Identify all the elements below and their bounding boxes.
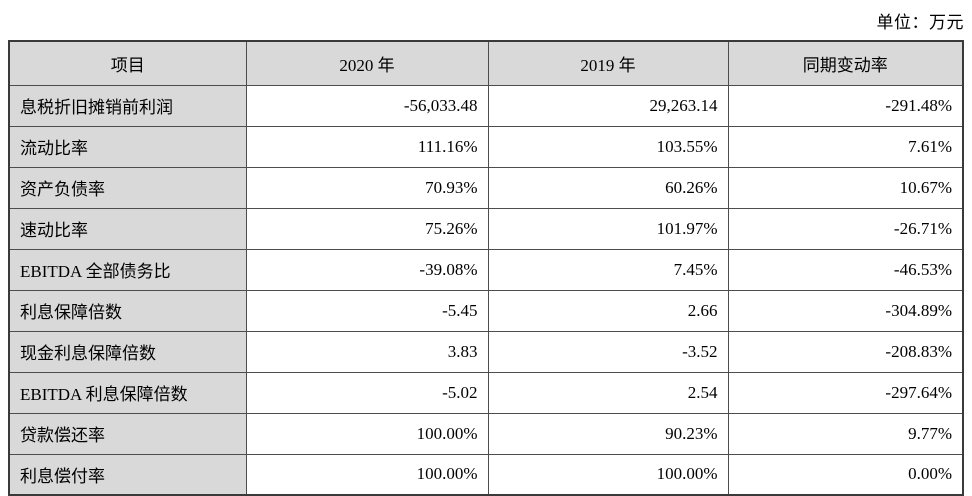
value-2019: 2.66: [487, 289, 729, 332]
value-change: 7.61%: [727, 125, 964, 168]
value-2020: 75.26%: [245, 207, 489, 250]
value-change: -208.83%: [727, 330, 964, 373]
value-2019: 90.23%: [487, 412, 729, 455]
value-change: -304.89%: [727, 289, 964, 332]
value-2019: 7.45%: [487, 248, 729, 291]
header-2020: 2020 年: [245, 40, 489, 86]
unit-label: 单位：万元: [876, 13, 964, 32]
value-2019: 60.26%: [487, 166, 729, 209]
table-row: EBITDA 利息保障倍数 -5.02 2.54 -297.64%: [8, 371, 964, 414]
value-change: -26.71%: [727, 207, 964, 250]
value-2019: 29,263.14: [487, 84, 729, 127]
row-label: 现金利息保障倍数: [8, 330, 247, 373]
value-2020: 100.00%: [245, 453, 489, 496]
header-change: 同期变动率: [727, 40, 964, 86]
financial-ratios-table: 项目 2020 年 2019 年 同期变动率 息税折旧摊销前利润 -56,033…: [8, 40, 964, 496]
value-2020: 111.16%: [245, 125, 489, 168]
table-row: 贷款偿还率 100.00% 90.23% 9.77%: [8, 412, 964, 455]
value-2020: 70.93%: [245, 166, 489, 209]
header-2019: 2019 年: [487, 40, 729, 86]
value-2020: -39.08%: [245, 248, 489, 291]
value-2019: 101.97%: [487, 207, 729, 250]
header-item: 项目: [8, 40, 247, 86]
row-label: 利息保障倍数: [8, 289, 247, 332]
value-change: -297.64%: [727, 371, 964, 414]
row-label: 利息偿付率: [8, 453, 247, 496]
value-change: -291.48%: [727, 84, 964, 127]
table-row: 速动比率 75.26% 101.97% -26.71%: [8, 207, 964, 250]
value-2019: 100.00%: [487, 453, 729, 496]
value-change: -46.53%: [727, 248, 964, 291]
row-label: 速动比率: [8, 207, 247, 250]
row-label: 贷款偿还率: [8, 412, 247, 455]
row-label: 流动比率: [8, 125, 247, 168]
table-header-row: 项目 2020 年 2019 年 同期变动率: [8, 40, 964, 86]
row-label: EBITDA 利息保障倍数: [8, 371, 247, 414]
value-2020: 3.83: [245, 330, 489, 373]
row-label: 息税折旧摊销前利润: [8, 84, 247, 127]
value-change: 10.67%: [727, 166, 964, 209]
value-2019: 103.55%: [487, 125, 729, 168]
value-2020: -5.45: [245, 289, 489, 332]
value-2020: -56,033.48: [245, 84, 489, 127]
table-row: 利息偿付率 100.00% 100.00% 0.00%: [8, 453, 964, 496]
value-2019: -3.52: [487, 330, 729, 373]
value-change: 9.77%: [727, 412, 964, 455]
value-2019: 2.54: [487, 371, 729, 414]
value-2020: 100.00%: [245, 412, 489, 455]
table-row: EBITDA 全部债务比 -39.08% 7.45% -46.53%: [8, 248, 964, 291]
table-row: 流动比率 111.16% 103.55% 7.61%: [8, 125, 964, 168]
row-label: 资产负债率: [8, 166, 247, 209]
row-label: EBITDA 全部债务比: [8, 248, 247, 291]
table-row: 息税折旧摊销前利润 -56,033.48 29,263.14 -291.48%: [8, 84, 964, 127]
table-row: 资产负债率 70.93% 60.26% 10.67%: [8, 166, 964, 209]
value-2020: -5.02: [245, 371, 489, 414]
value-change: 0.00%: [727, 453, 964, 496]
table-row: 现金利息保障倍数 3.83 -3.52 -208.83%: [8, 330, 964, 373]
table-row: 利息保障倍数 -5.45 2.66 -304.89%: [8, 289, 964, 332]
